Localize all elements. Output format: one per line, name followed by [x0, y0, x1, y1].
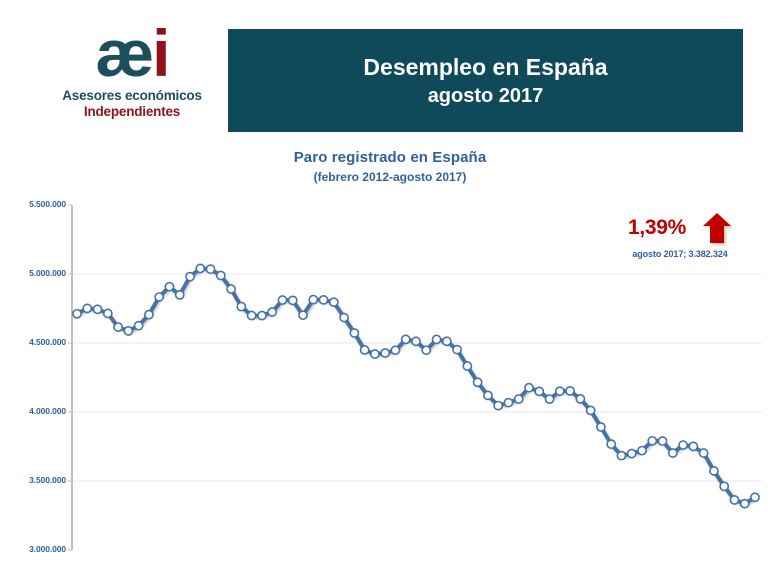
data-point-marker [596, 422, 606, 432]
change-note: agosto 2017; 3.382.324 [632, 249, 728, 259]
data-point-marker [185, 271, 195, 282]
header: æi Asesores económicos Independientes De… [0, 0, 780, 140]
data-point-marker [339, 312, 349, 323]
data-point-marker [421, 345, 432, 356]
data-point-marker [647, 435, 658, 446]
chart-y-axis [68, 204, 73, 551]
data-point-marker [750, 492, 760, 503]
data-point-marker [534, 386, 545, 397]
data-point-marker [102, 308, 113, 319]
y-tick-label: 4.500.000 [29, 337, 66, 347]
data-point-marker [246, 310, 257, 321]
data-point-marker [133, 320, 144, 331]
data-point-marker [544, 394, 555, 404]
change-callout: 1,39% agosto 2017; 3.382.324 [600, 212, 760, 259]
data-point-marker [524, 382, 534, 393]
data-point-marker [503, 397, 514, 408]
data-point-marker [164, 281, 175, 292]
data-point-marker [431, 334, 442, 345]
chart-title: Paro registrado en España [293, 149, 487, 166]
data-point-marker [709, 466, 719, 476]
data-point-marker [113, 322, 123, 332]
y-tick-label: 5.000.000 [29, 268, 66, 278]
logo-tagline-primary: Asesores económicos [62, 88, 202, 103]
data-point-marker [195, 263, 206, 274]
change-percent: 1,39% [627, 216, 687, 239]
data-point-marker [174, 289, 185, 300]
data-point-marker [154, 292, 165, 302]
data-point-marker [267, 307, 278, 317]
data-point-marker [719, 481, 730, 492]
data-point-marker [82, 303, 93, 314]
data-point-marker [226, 284, 236, 294]
data-point-marker [462, 361, 473, 371]
data-point-marker [390, 345, 401, 356]
data-point-marker [441, 336, 452, 347]
data-point-marker [616, 450, 627, 461]
data-point-marker [493, 400, 504, 411]
chart-gridlines [72, 273, 762, 482]
data-point-marker [328, 297, 339, 308]
data-point-marker [657, 436, 668, 446]
banner-title: Desempleo en España [363, 53, 608, 80]
data-point-marker [92, 304, 103, 315]
data-point-marker [400, 334, 411, 345]
data-point-marker [370, 349, 380, 359]
data-point-marker [287, 295, 298, 306]
data-point-marker [349, 328, 360, 338]
chart-series-markers [72, 263, 760, 509]
y-tick-label: 4.000.000 [29, 406, 66, 416]
data-point-marker [606, 439, 617, 450]
data-point-marker [452, 344, 462, 355]
chart-subtitle: (febrero 2012-agosto 2017) [313, 170, 467, 184]
arrow-up-icon [703, 213, 732, 243]
logo-tagline-secondary: Independientes [83, 104, 181, 119]
data-point-marker [277, 295, 288, 305]
data-point-marker [739, 498, 750, 509]
banner-subtitle: agosto 2017 [427, 84, 544, 107]
logo-mark: æi [52, 20, 212, 86]
data-point-marker [308, 294, 319, 305]
data-point-marker [554, 386, 565, 397]
data-point-marker [626, 448, 637, 459]
data-point-marker [678, 440, 688, 450]
data-point-marker [72, 308, 82, 319]
data-point-marker [215, 270, 226, 281]
data-point-marker [729, 495, 740, 505]
data-point-marker [565, 385, 575, 396]
data-point-marker [637, 445, 647, 456]
brand-logo: æi Asesores económicos Independientes [52, 20, 212, 119]
data-point-marker [698, 448, 709, 458]
data-point-marker [205, 264, 216, 275]
data-point-marker [123, 326, 134, 336]
chart-series-line [75, 266, 757, 506]
title-banner: Desempleo en España agosto 2017 [228, 29, 743, 132]
logo-i-glyph: i [152, 16, 170, 90]
data-point-marker [472, 377, 483, 388]
data-point-marker [688, 441, 699, 452]
y-tick-label: 3.500.000 [29, 475, 66, 485]
data-point-marker [318, 294, 329, 305]
data-point-marker [411, 336, 421, 347]
y-tick-label: 3.000.000 [29, 544, 66, 554]
data-point-marker [257, 310, 267, 321]
data-point-marker [144, 309, 154, 320]
series-path [75, 266, 757, 506]
data-point-marker [380, 348, 391, 358]
data-point-marker [359, 345, 370, 355]
data-point-marker [483, 390, 493, 401]
data-point-marker [298, 310, 308, 321]
y-tick-label: 5.500.000 [29, 199, 66, 209]
data-point-marker [513, 394, 524, 404]
data-point-marker [667, 448, 678, 458]
data-point-marker [575, 394, 586, 404]
data-point-marker [236, 301, 247, 312]
data-point-marker [585, 405, 596, 416]
logo-ae-glyph: æ [95, 16, 154, 90]
